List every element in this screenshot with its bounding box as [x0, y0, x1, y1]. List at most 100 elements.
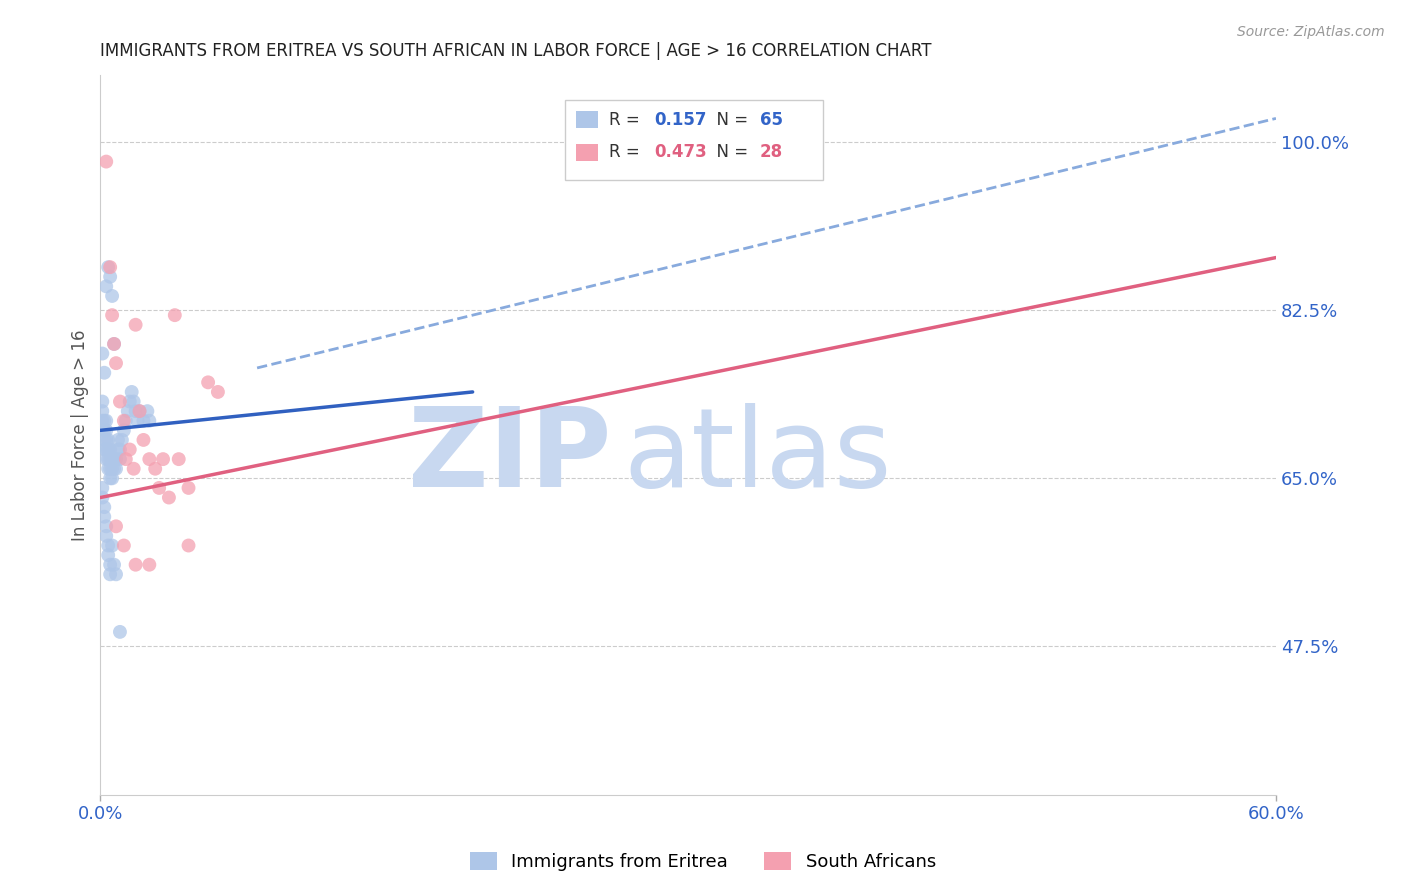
Point — [132, 433, 155, 447]
Text: N =: N = — [706, 144, 754, 161]
Point — [108, 452, 131, 467]
Point — [122, 394, 145, 409]
Point — [98, 269, 121, 284]
Point — [93, 442, 115, 457]
Point — [96, 529, 118, 543]
Point — [93, 366, 115, 380]
Point — [105, 519, 128, 533]
Point — [103, 461, 125, 475]
Point — [108, 442, 131, 457]
Point — [118, 394, 141, 409]
Point — [103, 337, 125, 351]
Point — [101, 539, 124, 553]
Point — [124, 318, 146, 332]
Point — [97, 452, 120, 467]
Point — [124, 404, 146, 418]
Point — [112, 423, 135, 437]
Point — [117, 404, 139, 418]
Point — [107, 433, 129, 447]
Point — [91, 404, 114, 418]
Point — [101, 308, 124, 322]
Text: ZIP: ZIP — [408, 403, 612, 510]
Point — [121, 384, 143, 399]
Point — [197, 376, 219, 390]
Point — [107, 442, 129, 457]
Point — [96, 433, 118, 447]
Y-axis label: In Labor Force | Age > 16: In Labor Force | Age > 16 — [72, 329, 89, 541]
Point — [152, 452, 174, 467]
Point — [96, 423, 118, 437]
Point — [96, 279, 118, 293]
Text: 0.157: 0.157 — [654, 111, 707, 128]
Point — [128, 404, 150, 418]
Legend: Immigrants from Eritrea, South Africans: Immigrants from Eritrea, South Africans — [463, 846, 943, 879]
Point — [101, 471, 124, 485]
Point — [143, 461, 166, 475]
Point — [96, 442, 118, 457]
Point — [103, 558, 125, 572]
Point — [111, 433, 134, 447]
Point — [114, 414, 136, 428]
Point — [105, 567, 128, 582]
Text: 0.473: 0.473 — [654, 144, 707, 161]
Point — [101, 289, 124, 303]
Text: N =: N = — [706, 111, 754, 128]
Point — [93, 423, 115, 437]
Point — [98, 567, 121, 582]
Point — [98, 452, 121, 467]
Point — [98, 461, 121, 475]
Point — [98, 260, 121, 275]
Point — [98, 471, 121, 485]
Point — [97, 433, 120, 447]
FancyBboxPatch shape — [576, 112, 598, 128]
Point — [128, 404, 150, 418]
Point — [136, 404, 159, 418]
Text: 28: 28 — [759, 144, 783, 161]
Point — [96, 414, 118, 428]
Point — [122, 461, 145, 475]
Point — [97, 260, 120, 275]
FancyBboxPatch shape — [565, 101, 824, 179]
Point — [96, 452, 118, 467]
Point — [132, 414, 155, 428]
Text: Source: ZipAtlas.com: Source: ZipAtlas.com — [1237, 25, 1385, 39]
Point — [98, 442, 121, 457]
Point — [138, 452, 160, 467]
FancyBboxPatch shape — [576, 144, 598, 161]
Text: atlas: atlas — [623, 403, 891, 510]
Point — [98, 558, 121, 572]
Point — [97, 539, 120, 553]
Point — [97, 461, 120, 475]
Point — [138, 558, 160, 572]
Point — [93, 500, 115, 515]
Point — [91, 346, 114, 360]
Point — [93, 414, 115, 428]
Point — [101, 452, 124, 467]
Point — [112, 539, 135, 553]
Point — [177, 481, 200, 495]
Point — [91, 491, 114, 505]
Point — [105, 461, 128, 475]
Point — [103, 452, 125, 467]
Point — [105, 356, 128, 370]
Point — [91, 394, 114, 409]
Point — [157, 491, 180, 505]
Point — [91, 481, 114, 495]
Text: R =: R = — [609, 144, 645, 161]
Point — [114, 452, 136, 467]
Text: IMMIGRANTS FROM ERITREA VS SOUTH AFRICAN IN LABOR FORCE | AGE > 16 CORRELATION C: IMMIGRANTS FROM ERITREA VS SOUTH AFRICAN… — [100, 42, 932, 60]
Text: 65: 65 — [759, 111, 783, 128]
Point — [127, 414, 149, 428]
Point — [124, 558, 146, 572]
Point — [108, 394, 131, 409]
Point — [167, 452, 190, 467]
Point — [138, 414, 160, 428]
Point — [97, 442, 120, 457]
Point — [148, 481, 170, 495]
Point — [177, 539, 200, 553]
Point — [103, 337, 125, 351]
Point — [101, 461, 124, 475]
Point — [118, 442, 141, 457]
Point — [97, 548, 120, 562]
Point — [91, 414, 114, 428]
